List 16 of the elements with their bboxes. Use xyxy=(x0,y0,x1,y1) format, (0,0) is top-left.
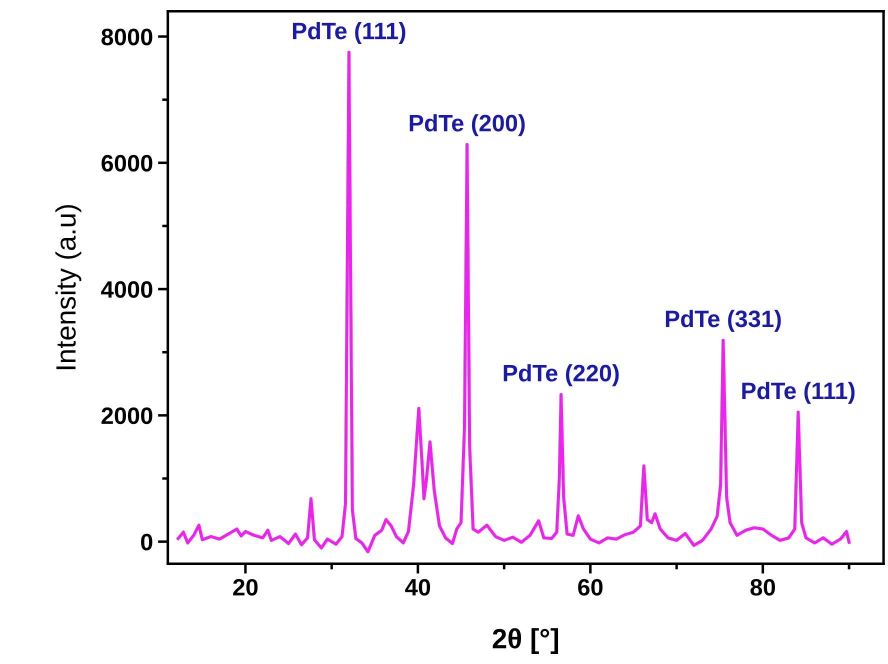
x-tick-label: 20 xyxy=(233,578,258,596)
x-tick-label: 60 xyxy=(578,578,603,596)
y-tick-label: 2000 xyxy=(102,407,152,424)
x-tick-label: 80 xyxy=(750,578,775,596)
annotation: PdTe (220) xyxy=(504,364,619,386)
annotation: PdTe (111) xyxy=(742,382,855,404)
annotation: PdTe (111) xyxy=(292,22,406,44)
y-tick-label: 6000 xyxy=(102,154,152,172)
y-tick-label: 8000 xyxy=(101,28,152,46)
y-tick-label: 0 xyxy=(141,534,152,550)
x-tick-label: 40 xyxy=(405,578,430,596)
x-axis-title: 2θ [°] xyxy=(492,628,558,654)
annotation: PdTe (200) xyxy=(410,114,525,136)
y-tick-label: 4000 xyxy=(101,281,152,298)
y-axis-title: Intensity (a.u) xyxy=(55,205,82,370)
annotation: PdTe (331) xyxy=(666,310,781,332)
